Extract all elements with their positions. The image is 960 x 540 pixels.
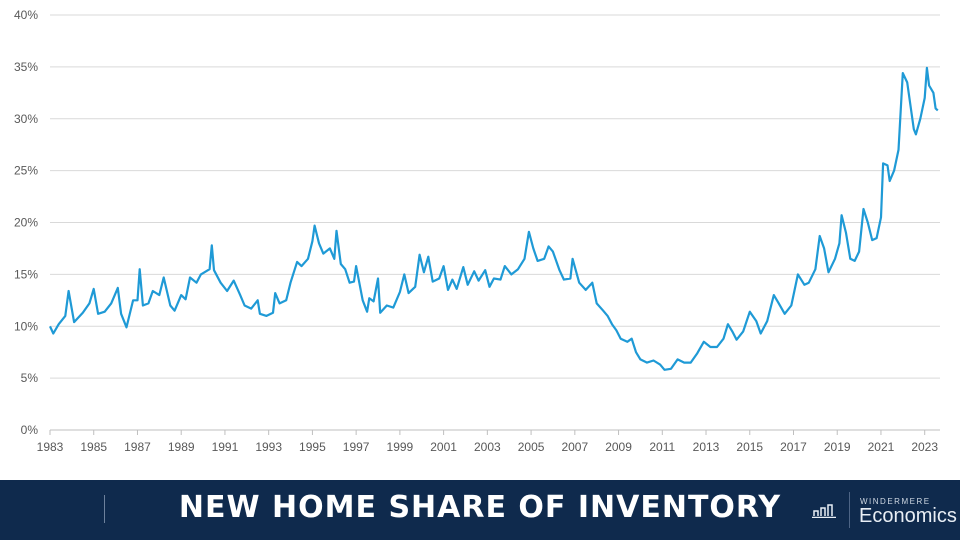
x-tick-label: 2011 bbox=[649, 440, 675, 454]
x-tick-label: 1995 bbox=[299, 440, 326, 454]
x-axis: 1983 1985 1987 1989 1991 1993 1995 1997 1999 2001… bbox=[37, 430, 938, 454]
footer-divider bbox=[104, 495, 105, 523]
y-tick-label: 5% bbox=[21, 371, 39, 385]
y-tick-label: 40% bbox=[14, 8, 38, 22]
x-tick-label: 1991 bbox=[212, 440, 239, 454]
windermere-economics-logo: WINDERMERE Economics bbox=[812, 488, 960, 532]
x-tick-label: 2017 bbox=[780, 440, 807, 454]
y-tick-label: 20% bbox=[14, 216, 38, 230]
x-tick-label: 2007 bbox=[561, 440, 588, 454]
x-tick-label: 2003 bbox=[474, 440, 501, 454]
logo-windermere: WINDERMERE bbox=[860, 497, 931, 506]
slide-title: NEW HOME SHARE OF INVENTORY bbox=[178, 490, 782, 525]
x-tick-label: 1985 bbox=[80, 440, 107, 454]
x-tick-label: 2005 bbox=[518, 440, 545, 454]
x-tick-label: 2001 bbox=[430, 440, 457, 454]
x-tick-label: 2013 bbox=[693, 440, 720, 454]
y-tick-label: 25% bbox=[14, 164, 38, 178]
y-tick-label: 10% bbox=[14, 319, 38, 333]
x-tick-label: 1997 bbox=[343, 440, 370, 454]
line-chart: 0%5%10%15%20%25%30%35%40% 1983 1985 1987 19… bbox=[14, 8, 940, 454]
bar-chart-icon bbox=[812, 504, 836, 518]
logo-divider bbox=[849, 492, 850, 528]
y-tick-label: 30% bbox=[14, 112, 38, 126]
x-tick-label: 1993 bbox=[255, 440, 282, 454]
x-tick-label: 2019 bbox=[824, 440, 851, 454]
x-tick-label: 1983 bbox=[37, 440, 64, 454]
x-tick-label: 2021 bbox=[868, 440, 895, 454]
logo-economics: Economics bbox=[859, 505, 957, 527]
y-tick-label: 35% bbox=[14, 60, 38, 74]
footer-banner: NEW HOME SHARE OF INVENTORY WINDERMERE E… bbox=[0, 480, 960, 540]
x-tick-label: 1989 bbox=[168, 440, 195, 454]
y-tick-label: 15% bbox=[14, 267, 38, 281]
x-tick-label: 1987 bbox=[124, 440, 151, 454]
x-tick-label: 1999 bbox=[387, 440, 414, 454]
x-tick-label: 2009 bbox=[605, 440, 632, 454]
x-tick-label: 2023 bbox=[911, 440, 938, 454]
y-axis: 0% 5% 10% 15% 20% 25% 30% 35% 40% bbox=[14, 8, 38, 437]
series-line bbox=[49, 66, 939, 371]
y-tick-label: 0% bbox=[21, 423, 39, 437]
x-tick-label: 2015 bbox=[736, 440, 763, 454]
gridlines bbox=[50, 14, 940, 431]
